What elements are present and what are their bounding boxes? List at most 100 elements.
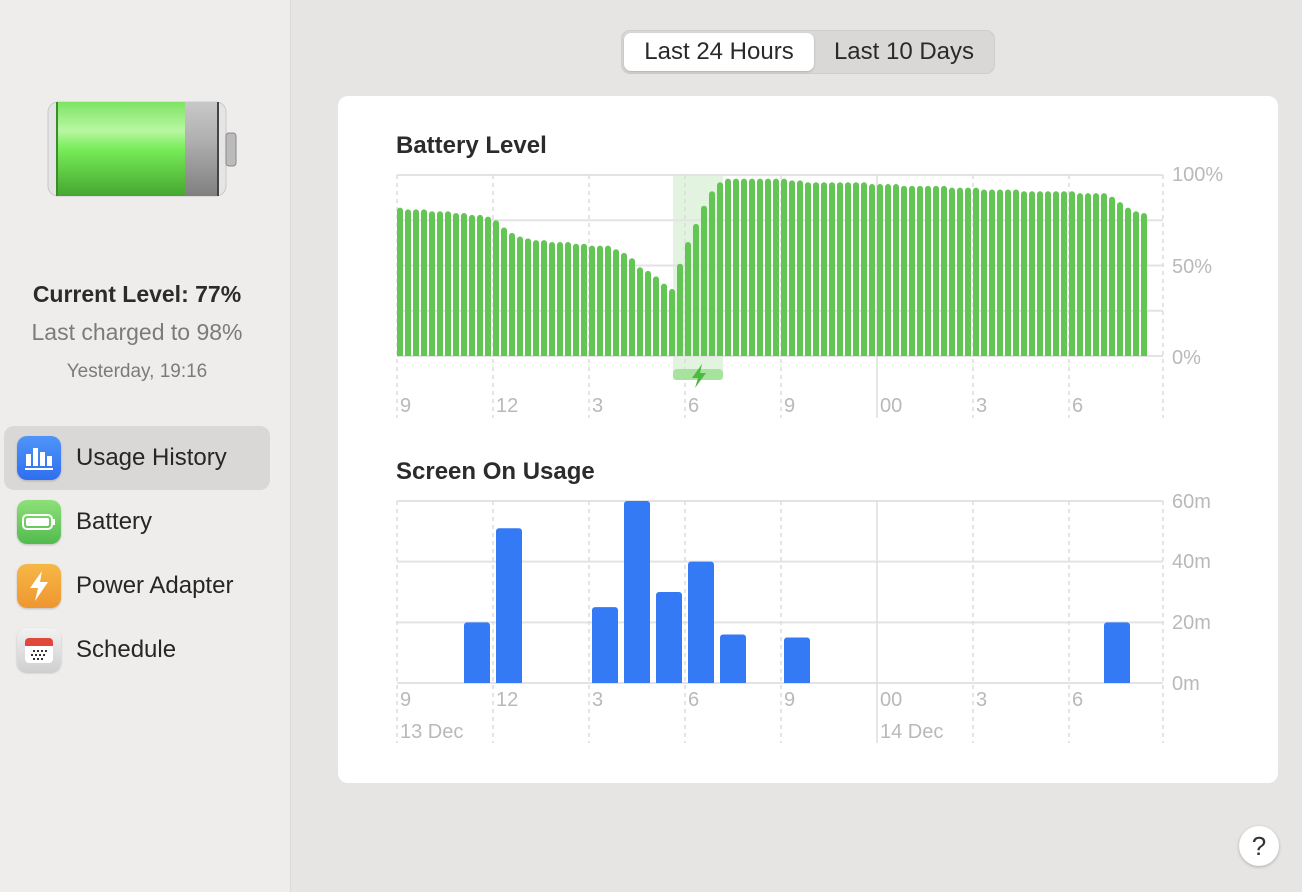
battery-bar: [509, 232, 515, 356]
battery-bar: [501, 227, 507, 356]
battery-bar: [637, 267, 643, 356]
x-tick-label: 6: [688, 689, 699, 711]
battery-bar: [949, 187, 955, 356]
last-charged-time: Yesterday, 19:16: [66, 361, 208, 382]
y-tick-label: 100%: [1172, 164, 1223, 186]
battery-bar: [909, 185, 915, 356]
sidebar-item-label: Battery: [76, 508, 153, 535]
battery-bar: [453, 213, 459, 356]
battery-level-title: Battery Level: [396, 132, 547, 159]
battery-bar: [1021, 191, 1027, 356]
battery-bar: [813, 182, 819, 356]
battery-bar: [989, 189, 995, 356]
battery-bar: [757, 178, 763, 356]
y-tick-label: 20m: [1172, 612, 1211, 634]
date-label: 14 Dec: [880, 721, 943, 743]
battery-bar: [733, 178, 739, 356]
x-tick-label: 3: [592, 395, 603, 417]
usage-bar: [592, 607, 618, 683]
battery-bar: [613, 249, 619, 356]
bolt-icon: [692, 364, 706, 388]
battery-bar: [597, 245, 603, 356]
battery-bar: [1037, 191, 1043, 356]
battery-bar: [941, 185, 947, 356]
usage-bar: [1104, 622, 1130, 683]
battery-bar: [837, 182, 843, 356]
battery-bar: [973, 187, 979, 356]
battery-bar: [557, 241, 563, 356]
battery-bar: [429, 211, 435, 356]
sidebar-item-usage-history[interactable]: Usage History: [4, 426, 270, 490]
sidebar-item-schedule[interactable]: Schedule: [4, 618, 270, 682]
x-tick-label: 9: [400, 395, 411, 417]
tab-last-10-days[interactable]: Last 10 Days: [833, 38, 975, 65]
battery-icon: [17, 500, 61, 544]
x-tick-label: 12: [496, 395, 518, 417]
battery-bar: [1045, 191, 1051, 356]
help-button[interactable]: ?: [1239, 826, 1279, 866]
battery-bar: [1109, 196, 1115, 356]
screen-usage-title: Screen On Usage: [396, 458, 595, 485]
battery-bar: [1061, 191, 1067, 356]
battery-bar: [1005, 189, 1011, 356]
sidebar-item-label: Schedule: [76, 636, 177, 663]
battery-bar: [797, 180, 803, 356]
battery-bar: [485, 216, 491, 356]
bar-chart-icon: [17, 436, 61, 480]
battery-full-icon: [47, 101, 237, 197]
battery-bar: [693, 223, 699, 356]
battery-bar: [1053, 191, 1059, 356]
battery-bar: [901, 185, 907, 356]
y-tick-label: 0m: [1172, 673, 1200, 695]
tab-last-24-hours[interactable]: Last 24 Hours: [624, 33, 814, 71]
battery-bar: [493, 220, 499, 356]
bolt-icon: [17, 564, 61, 608]
battery-bar: [1125, 207, 1131, 356]
x-tick-label: 9: [784, 395, 795, 417]
usage-bar: [656, 592, 682, 683]
usage-bar: [624, 501, 650, 683]
battery-bar: [461, 213, 467, 356]
sidebar-item-battery[interactable]: Battery: [4, 490, 270, 554]
battery-bar: [589, 245, 595, 356]
battery-bar: [397, 207, 403, 356]
battery-bar: [533, 240, 539, 356]
battery-bar: [445, 211, 451, 356]
battery-bar: [421, 209, 427, 356]
battery-bar: [661, 283, 667, 356]
battery-bar: [1101, 193, 1107, 356]
battery-bar: [573, 243, 579, 356]
battery-bar: [629, 258, 635, 356]
battery-bar: [525, 238, 531, 356]
battery-bar: [957, 187, 963, 356]
y-tick-label: 50%: [1172, 256, 1212, 278]
y-tick-label: 60m: [1172, 491, 1211, 513]
battery-bar: [877, 184, 883, 356]
battery-bar: [789, 180, 795, 356]
battery-bar: [1077, 193, 1083, 356]
battery-bar: [565, 241, 571, 356]
battery-bar: [749, 178, 755, 356]
y-tick-label: 0%: [1172, 347, 1201, 369]
battery-bar: [917, 185, 923, 356]
battery-bar: [701, 205, 707, 356]
battery-bar: [765, 178, 771, 356]
battery-bar: [405, 209, 411, 356]
x-tick-label: 6: [1072, 689, 1083, 711]
battery-bar: [1029, 191, 1035, 356]
battery-bar: [413, 209, 419, 356]
battery-bar: [541, 240, 547, 356]
battery-bar: [669, 289, 675, 356]
last-charged: Last charged to 98%: [31, 319, 243, 345]
battery-bar: [933, 185, 939, 356]
x-tick-label: 6: [1072, 395, 1083, 417]
battery-bar: [1085, 193, 1091, 356]
battery-bar: [1141, 213, 1147, 356]
battery-bar: [981, 189, 987, 356]
x-tick-label: 3: [976, 689, 987, 711]
time-range-segmented-control: Last 24 Hours Last 10 Days: [621, 30, 995, 74]
battery-bar: [781, 178, 787, 356]
battery-bar: [605, 245, 611, 356]
battery-bar: [773, 178, 779, 356]
sidebar-item-power-adapter[interactable]: Power Adapter: [4, 554, 270, 618]
